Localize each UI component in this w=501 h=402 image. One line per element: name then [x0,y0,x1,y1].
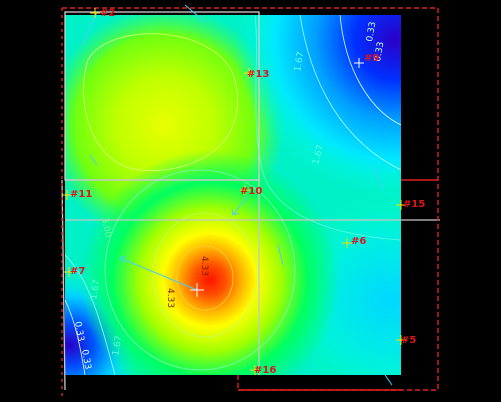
panel-grid [61,11,440,391]
station-marker-15[interactable]: #15 [396,199,425,210]
station-marker-5[interactable]: #5 [396,335,416,346]
station-marker-5-label: #5 [401,335,416,346]
station-marker-2[interactable]: #2 [90,8,115,19]
station-marker-9[interactable]: #9 [354,53,379,68]
contour-lines [65,15,401,375]
contour-label-033-c: 0.33 [72,321,85,342]
contour-label-433-a: 4.33 [199,256,209,276]
station-marker-6[interactable]: #6 [342,236,366,248]
station-marker-7[interactable]: #7 [64,266,85,277]
contour-label-033-b: 0.33 [373,41,386,62]
station-marker-2-label: #2 [100,8,115,19]
station-marker-13[interactable]: #13 [244,68,269,80]
contour-label-167-c: 1.67 [89,279,102,300]
station-marker-7-label: #7 [70,266,85,277]
station-marker-10[interactable]: #10 [240,185,262,197]
contour-label-033-d: 0.33 [79,349,92,370]
heatmap-field [65,15,401,375]
station-marker-10-label: #10 [240,186,262,197]
station-marker-15-label: #15 [403,199,425,210]
station-marker-13-label: #13 [247,69,269,80]
contour-labels: 0.33 0.33 1.67 1.67 1.67 1.67 4.33 4.33 … [72,21,386,370]
contour-label-033-a: 0.33 [365,21,378,42]
station-marker-16-label: #16 [254,365,276,376]
station-marker-9-label: #9 [364,53,379,64]
station-marker-6-label: #6 [351,236,366,247]
station-marker-16[interactable]: #16 [250,365,276,376]
station-marker-11[interactable]: #11 [62,189,92,200]
contour-label-167-a: 1.67 [293,51,306,72]
contour-label-300-a: 3.00 [99,217,112,239]
station-marker-11-label: #11 [70,189,92,200]
contour-label-433-b: 4.33 [165,288,175,308]
selection-outline[interactable] [61,7,439,398]
station-marker-peak[interactable] [190,283,204,297]
contour-label-167-d: 1.67 [111,335,124,356]
station-markers[interactable]: #2 #13 #9 #11 #10 #15 #6 #7 [62,8,425,376]
